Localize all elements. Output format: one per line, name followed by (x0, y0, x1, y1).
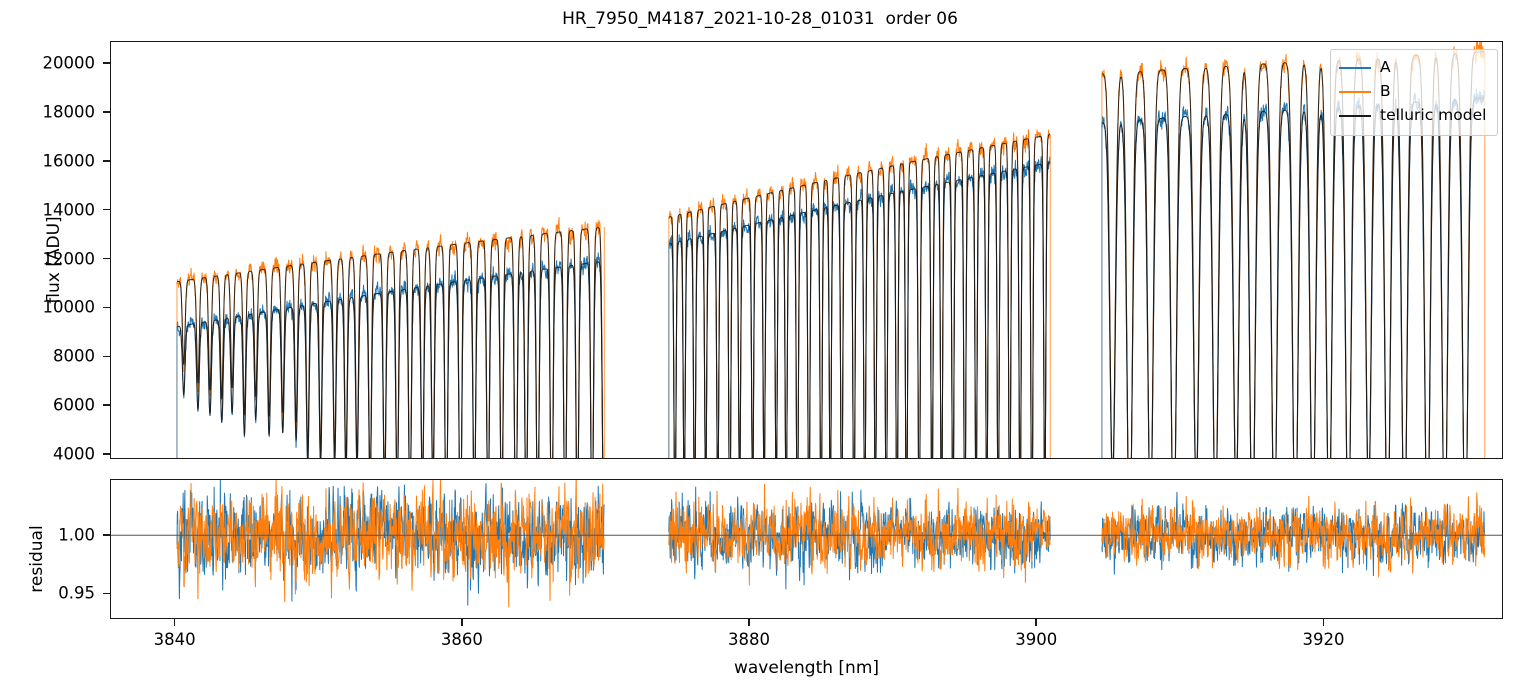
legend-item-label: B (1380, 82, 1391, 101)
flux-ytick-label: 6000 (53, 395, 95, 415)
flux-ytick-mark (103, 62, 110, 64)
flux-ytick-mark (103, 453, 110, 455)
flux-ytick-label: 12000 (42, 249, 96, 269)
residual-panel (110, 479, 1503, 619)
residual-ytick-mark (103, 592, 110, 595)
wavelength-xtick-label: 3900 (1015, 630, 1058, 649)
wavelength-xtick-label: 3920 (1302, 630, 1345, 649)
flux-ytick-label: 18000 (42, 102, 96, 122)
legend-item: telluric model (1339, 104, 1489, 128)
wavelength-axis-label: wavelength [nm] (733, 658, 880, 678)
flux-ytick-label: 20000 (42, 53, 96, 73)
wavelength-xtick-label: 3860 (440, 630, 483, 649)
legend-item: A (1339, 56, 1489, 80)
flux-ytick-mark (103, 355, 110, 358)
flux-panel (110, 41, 1503, 459)
legend-item: B (1339, 80, 1489, 104)
flux-ytick-label: 8000 (53, 346, 95, 366)
flux-ytick-mark (103, 306, 110, 309)
spectrum-trace (668, 483, 1051, 586)
legend-line-icon (1339, 114, 1371, 118)
residual-axis-label: residual (27, 525, 47, 593)
flux-plot-area (176, 42, 1486, 458)
wavelength-xtick-mark (173, 619, 176, 626)
residual-ytick-label: 0.95 (58, 583, 95, 603)
spectrum-trace (176, 227, 604, 458)
flux-ytick-mark (103, 404, 110, 407)
legend-line-icon (1339, 90, 1371, 94)
wavelength-xtick-mark (461, 619, 463, 626)
flux-ytick-label: 16000 (42, 151, 96, 171)
wavelength-xtick-label: 3880 (728, 630, 771, 649)
flux-ytick-mark (103, 208, 110, 211)
page-title: HR_7950_M4187_2021-10-28_01031 order 06 (562, 9, 958, 29)
spectrum-trace (668, 133, 1051, 458)
wavelength-xtick-mark (1322, 619, 1325, 626)
spectrum-trace (176, 261, 604, 458)
spectrum-trace (668, 161, 1051, 458)
legend-item-label: A (1380, 58, 1391, 77)
residual-ytick-label: 1.00 (58, 525, 95, 545)
legend-item-label: telluric model (1380, 106, 1487, 125)
wavelength-xtick-label: 3840 (153, 630, 196, 649)
flux-ytick-mark (103, 111, 110, 113)
flux-ytick-label: 14000 (42, 200, 96, 220)
wavelength-xtick-mark (748, 619, 750, 626)
residual-ytick-mark (103, 534, 110, 536)
wavelength-xtick-mark (1035, 619, 1038, 626)
flux-ytick-label: 10000 (42, 297, 96, 317)
legend-line-icon (1339, 66, 1371, 70)
spectrum-trace (668, 129, 1051, 458)
flux-ytick-mark (103, 257, 110, 260)
spectrum-trace (176, 480, 605, 608)
spectrum-trace (668, 156, 1051, 458)
flux-ytick-label: 4000 (53, 444, 95, 464)
residual-plot-area (111, 480, 1502, 608)
flux-ytick-mark (103, 159, 110, 162)
